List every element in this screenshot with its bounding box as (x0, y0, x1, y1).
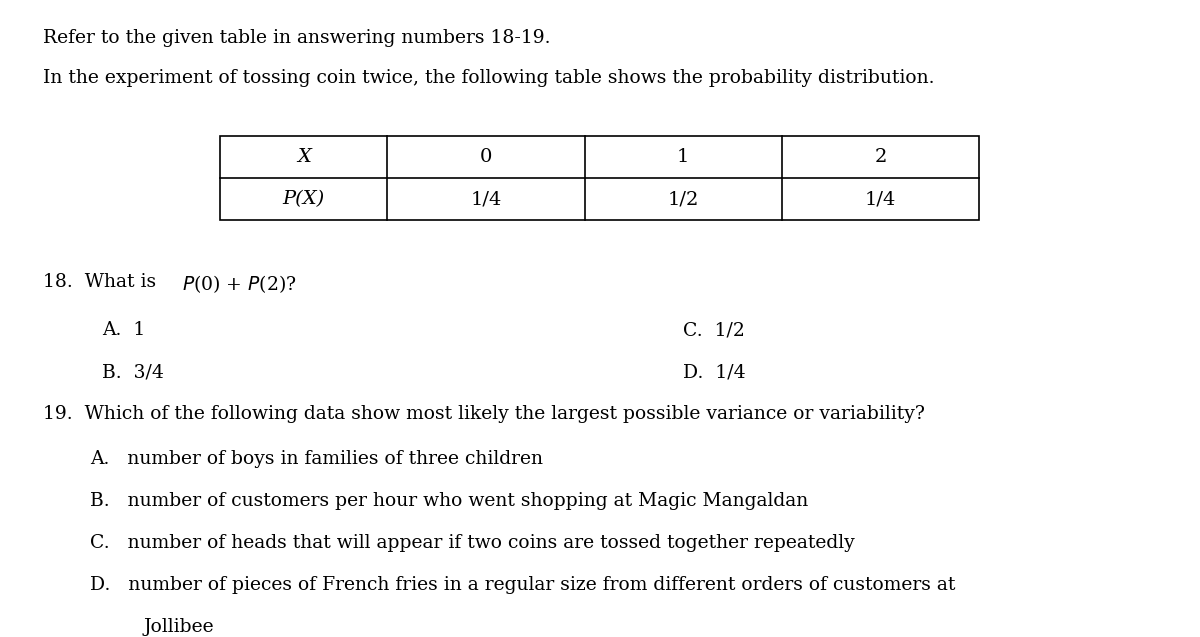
Text: Jollibee: Jollibee (143, 619, 214, 636)
Text: C.  1/2: C. 1/2 (683, 321, 745, 339)
Text: 1/4: 1/4 (470, 190, 502, 208)
Text: D.  1/4: D. 1/4 (683, 363, 745, 381)
Text: 1: 1 (677, 148, 690, 166)
FancyBboxPatch shape (221, 136, 979, 220)
Text: 19.  Which of the following data show most likely the largest possible variance : 19. Which of the following data show mos… (42, 405, 924, 423)
Text: Refer to the given table in answering numbers 18-19.: Refer to the given table in answering nu… (42, 29, 550, 47)
Text: 2: 2 (875, 148, 887, 166)
Text: $P$(0) + $P$(2)?: $P$(0) + $P$(2)? (182, 273, 296, 295)
Text: X: X (296, 148, 311, 166)
Text: 1/4: 1/4 (865, 190, 896, 208)
Text: A.   number of boys in families of three children: A. number of boys in families of three c… (90, 450, 542, 468)
Text: 18.  What is: 18. What is (42, 273, 162, 291)
Text: C.   number of heads that will appear if two coins are tossed together repeatedl: C. number of heads that will appear if t… (90, 534, 854, 552)
Text: 1/2: 1/2 (667, 190, 698, 208)
Text: In the experiment of tossing coin twice, the following table shows the probabili: In the experiment of tossing coin twice,… (42, 69, 934, 87)
Text: B.  3/4: B. 3/4 (102, 363, 163, 381)
Text: D.   number of pieces of French fries in a regular size from different orders of: D. number of pieces of French fries in a… (90, 576, 955, 594)
Text: 0: 0 (480, 148, 492, 166)
Text: P(X): P(X) (283, 190, 325, 208)
Text: B.   number of customers per hour who went shopping at Magic Mangaldan: B. number of customers per hour who went… (90, 492, 808, 510)
Text: A.  1: A. 1 (102, 321, 145, 339)
